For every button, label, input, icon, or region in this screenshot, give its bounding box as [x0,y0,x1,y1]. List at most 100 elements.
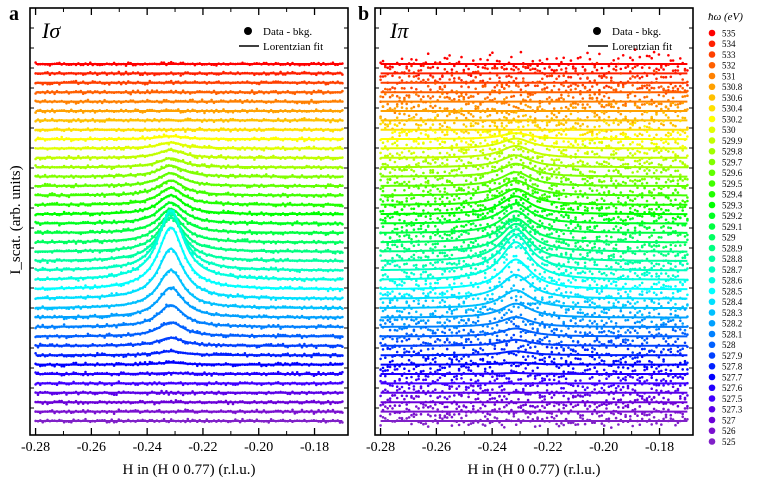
data-point [300,71,304,75]
data-point [148,180,152,183]
data-point [212,137,216,141]
data-point [336,157,340,160]
data-point [236,363,240,367]
data-point [43,241,47,244]
data-point [331,260,335,263]
data-point [300,223,304,226]
data-point [169,399,173,403]
data-point [329,258,332,262]
data-point [322,269,325,272]
data-point [198,199,201,202]
data-point [217,271,220,274]
panel-a-traces [34,60,344,424]
data-point [77,363,80,367]
data-point [43,278,47,282]
data-point [265,80,268,84]
data-point [260,240,263,244]
data-point [312,344,316,348]
data-point [257,297,261,300]
data-point [119,193,123,196]
data-point [179,99,182,103]
data-point [267,73,271,76]
data-point [141,200,144,203]
data-point [167,201,171,204]
data-point [155,401,159,404]
data-point [146,198,149,201]
data-point [177,338,180,342]
data-point [169,390,173,394]
data-point [160,382,163,386]
data-point [112,185,116,189]
data-point [110,109,113,113]
data-point [336,204,340,207]
data-point [117,220,121,224]
data-point [300,80,304,84]
data-point [134,118,137,122]
data-point [295,325,299,329]
data-point [307,390,311,394]
data-point [115,63,118,67]
data-point [98,138,102,142]
data-point [60,156,63,160]
data-point [124,108,128,112]
data-point [150,170,154,173]
data-point [203,266,206,270]
data-point [315,212,318,215]
data-point [34,81,37,85]
data-point [98,400,102,403]
data-point [172,203,175,207]
data-point [186,127,190,131]
data-point [293,373,297,376]
data-point [150,136,154,140]
data-point [179,279,182,282]
data-point [219,193,223,196]
data-point [274,221,278,225]
data-point [226,305,230,308]
data-point [46,391,49,394]
data-point [307,194,311,197]
data-point [174,204,178,207]
data-point [293,183,297,187]
data-point [165,288,168,292]
data-point [103,266,106,269]
data-point [70,221,73,225]
data-point [338,401,342,404]
data-point [86,220,90,224]
data-point [203,163,206,166]
data-point [127,80,130,83]
data-point [322,136,325,140]
data-point [169,201,173,205]
data-point [141,99,144,103]
data-point [300,202,304,206]
data-point [241,353,244,357]
data-point [158,142,161,146]
data-point [312,119,316,122]
data-point [274,381,278,385]
data-point [288,382,292,386]
data-point [246,267,249,271]
data-point [265,307,268,310]
data-point [288,277,292,281]
data-point [103,315,106,319]
data-point [219,273,223,276]
data-point [79,400,83,404]
data-point [131,109,135,113]
data-point [305,146,309,149]
data-point [65,119,68,122]
data-point [265,232,268,235]
data-point [50,382,54,386]
data-point [231,117,235,121]
data-point [112,264,116,268]
data-point [48,128,52,132]
data-point [334,268,337,272]
data-point [43,344,47,347]
data-point [336,241,340,244]
data-point [324,186,328,189]
data-point [148,206,152,210]
data-point [305,400,309,403]
data-point [112,72,116,76]
data-point [89,184,92,187]
data-point [305,138,309,142]
data-point [74,305,78,309]
data-point [93,372,97,375]
